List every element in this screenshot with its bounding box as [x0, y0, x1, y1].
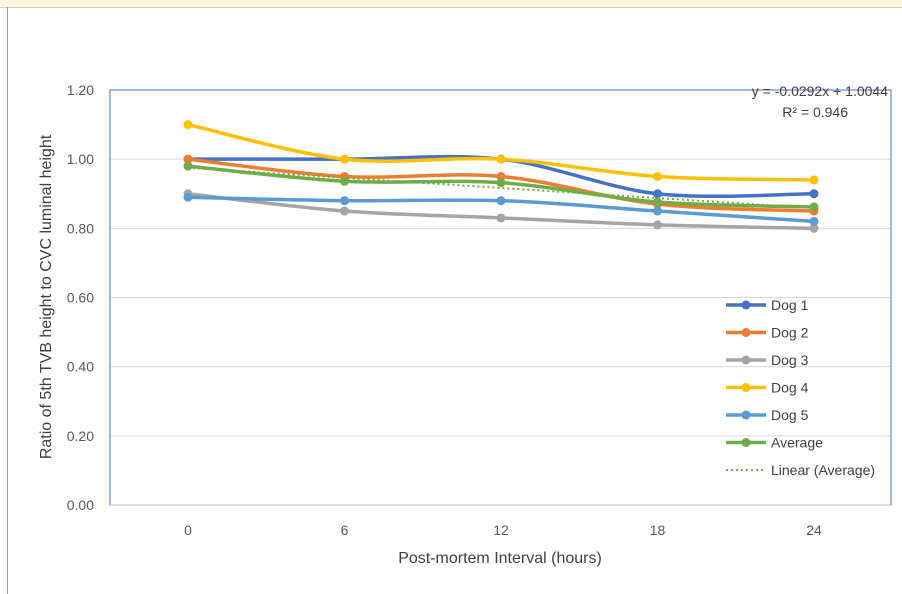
legend-item-dog-4: Dog 4 — [726, 380, 809, 396]
series-average — [183, 161, 819, 212]
legend-marker — [741, 328, 751, 337]
legend-label: Dog 5 — [771, 407, 809, 423]
data-point-average — [809, 202, 819, 212]
y-tick-label: 0.00 — [67, 497, 94, 513]
legend: Dog 1 Dog 2 Dog 3 Dog 4 Dog 5 Average Linear (… — [726, 297, 875, 478]
legend-label: Dog 3 — [771, 352, 809, 368]
y-tick-label: 1.20 — [67, 82, 94, 98]
legend-label: Dog 1 — [771, 297, 809, 313]
data-point-dog-4 — [496, 154, 506, 164]
x-tick-label: 12 — [493, 522, 509, 538]
window-top-strip — [0, 0, 902, 8]
series-lines — [183, 120, 819, 233]
y-tick-label: 0.20 — [67, 428, 94, 444]
data-point-dog-5 — [809, 216, 819, 226]
trendline-equation: y = -0.0292x + 1.0044 — [752, 83, 888, 99]
data-point-average — [653, 197, 662, 207]
x-tick-label: 0 — [184, 522, 192, 538]
legend-item-dog-2: Dog 2 — [726, 325, 809, 341]
legend-item-dog-1: Dog 1 — [726, 297, 809, 313]
data-point-average — [340, 176, 349, 186]
legend-marker — [741, 300, 751, 310]
y-tick-label: 0.40 — [67, 359, 94, 375]
data-point-dog-1 — [809, 189, 819, 199]
data-point-dog-5 — [653, 206, 662, 216]
trendline-r-squared: R² = 0.946 — [782, 104, 848, 120]
y-axis-title: Ratio of 5th TVB height to CVC luminal h… — [38, 134, 55, 459]
legend-marker — [741, 438, 751, 447]
data-point-dog-2 — [496, 171, 506, 181]
legend-label: Dog 2 — [771, 325, 809, 341]
data-point-dog-3 — [653, 220, 662, 230]
legend-item-dog-5: Dog 5 — [726, 407, 809, 423]
data-point-dog-4 — [809, 175, 819, 185]
data-point-dog-4 — [653, 171, 662, 181]
data-point-average — [183, 161, 193, 171]
legend-label: Dog 4 — [771, 380, 809, 396]
frame-left-border — [7, 7, 8, 594]
x-axis-ticks: 0 6 12 18 24 — [184, 522, 822, 538]
legend-marker — [741, 355, 751, 365]
legend-marker — [741, 410, 751, 420]
data-point-dog-3 — [809, 223, 819, 233]
x-tick-label: 18 — [650, 522, 666, 538]
x-axis-title: Post-mortem Interval (hours) — [398, 550, 602, 567]
data-point-dog-5 — [496, 196, 506, 206]
y-tick-label: 1.00 — [67, 151, 94, 167]
legend-marker — [741, 383, 751, 392]
data-point-dog-2 — [183, 154, 193, 164]
legend-label: Average — [771, 435, 823, 451]
y-tick-label: 0.60 — [67, 290, 94, 306]
legend-item-average: Average — [726, 435, 823, 451]
y-axis-ticks: 0.00 0.20 0.40 0.60 0.80 1.00 1.20 — [67, 82, 94, 513]
series-dog-5 — [183, 192, 819, 226]
x-tick-label: 24 — [806, 522, 822, 538]
data-point-dog-3 — [340, 206, 349, 216]
data-point-dog-4 — [183, 120, 193, 130]
x-tick-label: 6 — [341, 522, 349, 538]
data-point-dog-3 — [496, 213, 506, 223]
legend-item-linear-average-: Linear (Average) — [726, 462, 875, 478]
legend-item-dog-3: Dog 3 — [726, 352, 809, 368]
data-point-dog-4 — [340, 154, 349, 164]
data-point-dog-5 — [340, 196, 349, 206]
series-dog-4 — [183, 120, 819, 185]
data-point-dog-1 — [653, 189, 662, 199]
y-tick-label: 0.80 — [67, 220, 94, 236]
legend-label: Linear (Average) — [771, 462, 875, 478]
data-point-dog-5 — [183, 192, 193, 202]
data-point-average — [496, 178, 506, 188]
